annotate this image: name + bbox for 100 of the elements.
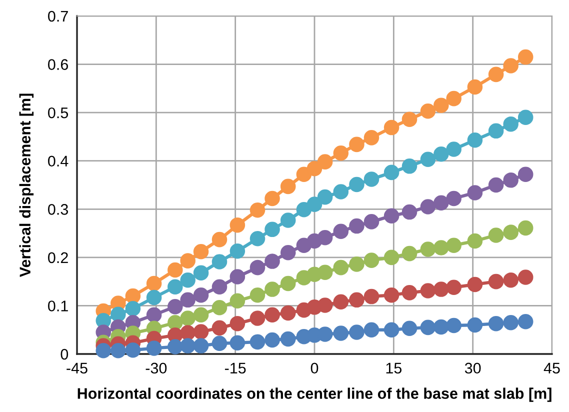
point bbox=[306, 160, 322, 176]
point bbox=[146, 290, 162, 306]
point bbox=[384, 120, 400, 136]
point bbox=[364, 252, 380, 268]
point bbox=[96, 342, 112, 358]
point bbox=[168, 279, 183, 295]
point bbox=[488, 66, 504, 82]
point bbox=[333, 260, 349, 276]
point bbox=[264, 222, 280, 238]
point bbox=[180, 292, 196, 308]
y-tick-label: 0.6 bbox=[48, 59, 68, 70]
x-tick-label: 30 bbox=[464, 362, 481, 374]
point bbox=[146, 276, 162, 292]
point bbox=[384, 322, 400, 338]
point bbox=[230, 335, 246, 351]
point bbox=[317, 298, 333, 313]
x-tick-label: -30 bbox=[146, 362, 167, 374]
point bbox=[420, 242, 436, 257]
point bbox=[168, 262, 183, 278]
point bbox=[230, 217, 246, 233]
point bbox=[264, 282, 280, 297]
point bbox=[488, 123, 504, 139]
point bbox=[333, 294, 349, 310]
point bbox=[280, 212, 296, 228]
point bbox=[446, 280, 462, 296]
point bbox=[402, 112, 418, 127]
point bbox=[467, 185, 483, 200]
point bbox=[402, 246, 418, 262]
point bbox=[349, 136, 364, 152]
point bbox=[280, 178, 296, 194]
point bbox=[434, 240, 449, 256]
x-tick-label: -45 bbox=[66, 362, 88, 374]
point bbox=[317, 230, 333, 246]
point bbox=[402, 204, 418, 220]
point bbox=[349, 324, 364, 340]
y-tick-label: 0.5 bbox=[48, 107, 68, 118]
point bbox=[264, 332, 280, 348]
point bbox=[193, 324, 209, 340]
point bbox=[250, 287, 266, 303]
point bbox=[193, 287, 209, 303]
y-tick-label: 0.3 bbox=[48, 204, 68, 215]
point bbox=[420, 320, 436, 336]
point bbox=[264, 307, 280, 323]
point bbox=[503, 172, 518, 188]
point bbox=[446, 142, 462, 157]
point bbox=[193, 244, 209, 260]
point bbox=[349, 176, 364, 192]
point bbox=[488, 228, 504, 243]
point bbox=[125, 342, 141, 358]
point bbox=[446, 190, 462, 206]
point bbox=[125, 300, 141, 316]
point bbox=[180, 310, 196, 326]
y-axis-title: Vertical displacement [m] bbox=[19, 94, 34, 278]
point bbox=[446, 90, 462, 106]
point bbox=[364, 288, 380, 304]
point bbox=[364, 322, 380, 338]
point bbox=[364, 130, 380, 146]
point bbox=[488, 274, 504, 290]
point bbox=[467, 132, 483, 148]
point bbox=[364, 214, 380, 230]
point bbox=[306, 196, 322, 212]
point bbox=[280, 305, 296, 321]
point bbox=[488, 316, 504, 332]
point bbox=[488, 177, 504, 193]
point bbox=[503, 314, 518, 330]
point bbox=[402, 320, 418, 336]
point bbox=[467, 233, 483, 249]
point bbox=[420, 283, 436, 298]
point bbox=[230, 269, 246, 284]
x-tick-label: 15 bbox=[386, 362, 402, 374]
point bbox=[349, 292, 364, 308]
point bbox=[446, 238, 462, 253]
point bbox=[518, 220, 534, 236]
point bbox=[420, 103, 436, 119]
y-tick-label: 0.7 bbox=[48, 10, 68, 22]
point bbox=[349, 256, 364, 272]
point bbox=[180, 253, 196, 268]
point bbox=[364, 172, 380, 187]
x-tick-label: 0 bbox=[310, 362, 318, 374]
point bbox=[317, 326, 333, 342]
point bbox=[467, 79, 483, 95]
point bbox=[180, 338, 196, 354]
point bbox=[125, 288, 141, 304]
point bbox=[402, 285, 418, 300]
point bbox=[212, 336, 228, 352]
point bbox=[333, 224, 349, 239]
point bbox=[518, 166, 534, 182]
point bbox=[230, 293, 246, 309]
point bbox=[250, 202, 266, 218]
point bbox=[333, 145, 349, 161]
point bbox=[518, 314, 534, 330]
point bbox=[467, 317, 483, 333]
point bbox=[280, 276, 296, 292]
point bbox=[333, 326, 349, 341]
point bbox=[212, 320, 228, 336]
point bbox=[434, 319, 449, 335]
y-tick-label: 0.2 bbox=[48, 252, 68, 264]
point bbox=[434, 146, 449, 162]
point bbox=[402, 158, 418, 174]
point bbox=[467, 276, 483, 292]
